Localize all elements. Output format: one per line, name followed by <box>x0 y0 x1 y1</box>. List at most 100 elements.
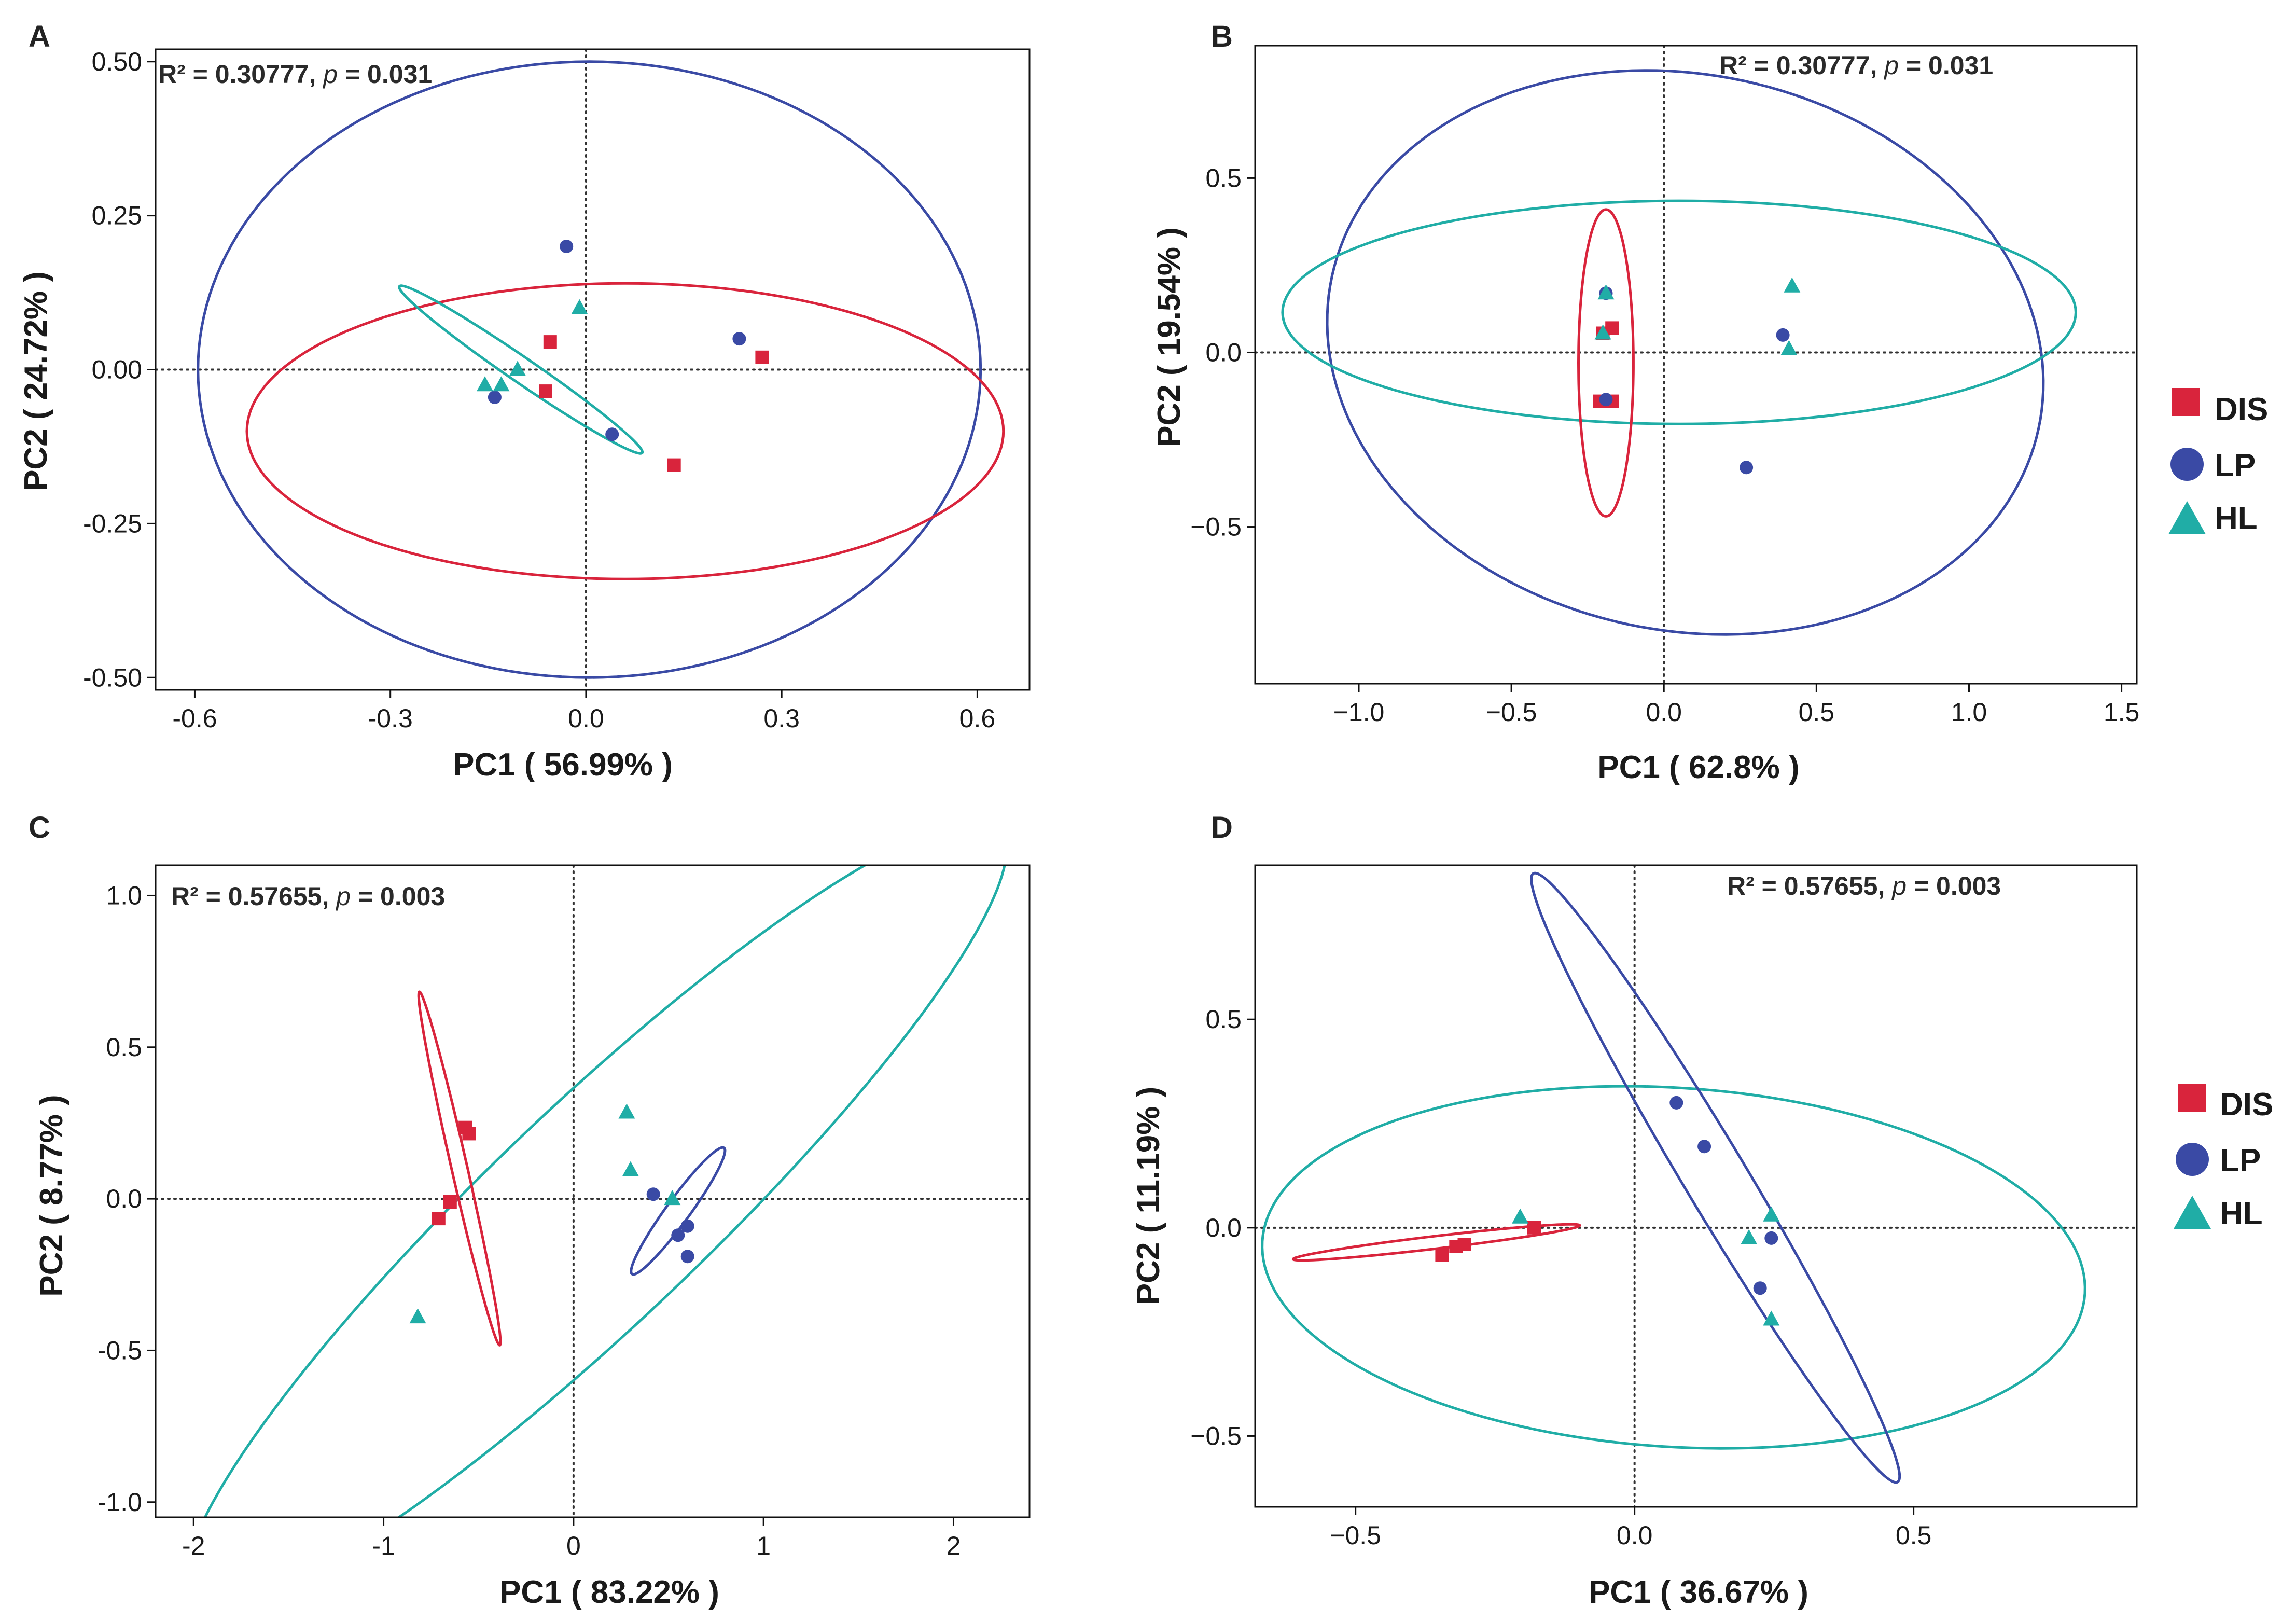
point-hl-1 <box>1512 1208 1529 1224</box>
legend-lp-label: LP <box>2215 448 2256 483</box>
point-hl-4 <box>409 1308 426 1324</box>
x-tick-label: 0.0 <box>568 704 604 733</box>
y-tick-label: −0.5 <box>1190 1421 1242 1450</box>
point-hl-4 <box>1763 1310 1780 1326</box>
point-dis-1 <box>1435 1248 1449 1262</box>
point-hl-3 <box>493 376 510 392</box>
ellipse-lp <box>1326 69 2045 636</box>
y-tick-label: -1.0 <box>98 1488 142 1517</box>
point-hl-4 <box>477 376 493 392</box>
point-lp-3 <box>671 1228 685 1242</box>
x-tick-label: 0.0 <box>1646 698 1682 727</box>
legend-lp-label: LP <box>2220 1143 2261 1179</box>
x-tick-label: 1.5 <box>2104 698 2140 727</box>
plot-frame <box>1254 864 2138 1508</box>
x-tick-label: −1.0 <box>1333 698 1385 727</box>
point-dis-4 <box>432 1212 446 1226</box>
point-lp-4 <box>1753 1281 1767 1295</box>
point-lp-1 <box>560 240 574 253</box>
plot-area <box>156 49 1029 690</box>
legend-hl-label: HL <box>2215 501 2258 536</box>
y-tick-label: 0.5 <box>106 1033 142 1062</box>
legend-dis-marker <box>2172 388 2200 416</box>
x-tick-label: 1.0 <box>1951 698 1987 727</box>
panel-b-x-label: PC1 ( 62.8% ) <box>1597 750 1799 785</box>
point-lp-2 <box>1697 1140 1711 1154</box>
point-hl-2 <box>622 1161 639 1176</box>
panel-b: B −1.0 −0.5 0.0 0.5 1.0 1.5 −0.5 0.0 0.5 R² = 0.… <box>1151 20 2139 785</box>
panel-a-ticks: -0.6 -0.3 0.0 0.3 0.6 -0.50 -0.25 0.00 0.25 0.50 <box>83 47 995 733</box>
x-tick-label: 2 <box>947 1531 961 1560</box>
panel-b-letter: B <box>1211 20 1233 53</box>
point-dis-2 <box>462 1127 476 1141</box>
panel-a: A -0.6 -0.3 0.0 0.3 0.6 -0.50 -0.25 0.00 0.25 0.5… <box>18 20 1031 783</box>
y-tick-label: 0.00 <box>92 355 142 384</box>
x-tick-label: -0.3 <box>368 704 413 733</box>
point-lp-1 <box>1669 1096 1683 1110</box>
panel-b-plot <box>1254 45 2138 685</box>
panel-d-ticks: −0.5 0.0 0.5 −0.5 0.0 0.5 <box>1190 1005 1931 1550</box>
ellipse-hl <box>1281 199 2077 425</box>
ellipse-dis <box>245 282 1005 580</box>
x-tick-label: -0.6 <box>172 704 217 733</box>
point-dis-2 <box>1605 321 1619 335</box>
panel-a-plot <box>155 48 1031 691</box>
ellipse-lp <box>630 1146 727 1276</box>
point-hl-3 <box>1763 1206 1780 1222</box>
ellipse-dis <box>1291 1223 1581 1262</box>
point-lp-3 <box>605 427 619 441</box>
ellipse-lp <box>197 60 982 679</box>
x-tick-label: 1 <box>756 1531 771 1560</box>
point-hl-2 <box>1741 1229 1758 1244</box>
point-hl-3 <box>1784 277 1801 293</box>
panel-b-y-label: PC2 ( 19.54% ) <box>1151 227 1187 447</box>
y-tick-label: 0.25 <box>92 201 142 230</box>
y-tick-label: 1.0 <box>106 881 142 910</box>
y-tick-label: 0.50 <box>92 47 142 76</box>
point-dis-3 <box>667 458 681 472</box>
plot-area <box>156 865 1029 1517</box>
point-lp-3 <box>1764 1231 1778 1245</box>
panel-d-letter: D <box>1211 811 1233 844</box>
legend-hl-marker <box>2174 1196 2211 1229</box>
panel-a-x-label: PC1 ( 56.99% ) <box>453 747 673 783</box>
plot-frame <box>155 864 1031 1518</box>
point-dis-1 <box>543 335 557 349</box>
point-lp-2 <box>732 332 746 346</box>
point-hl-4 <box>1780 340 1798 355</box>
panel-d-y-label: PC2 ( 11.19% ) <box>1131 1087 1166 1305</box>
point-dis-3 <box>443 1195 457 1209</box>
panel-a-stat: R² = 0.30777, p = 0.031 <box>158 60 432 89</box>
legend-dis-marker <box>2178 1084 2206 1112</box>
point-hl-1 <box>1597 284 1615 300</box>
x-tick-label: 0 <box>566 1531 581 1560</box>
x-tick-label: -1 <box>372 1531 395 1560</box>
legend-top: DIS LP HL <box>2168 388 2268 536</box>
plot-frame <box>1254 45 2138 685</box>
panel-d-x-label: PC1 ( 36.67% ) <box>1589 1574 1808 1610</box>
x-tick-label: −0.5 <box>1330 1521 1381 1550</box>
point-hl-2 <box>1594 324 1611 340</box>
panel-d: D −0.5 0.0 0.5 −0.5 0.0 0.5 R² = 0.57655, p =… <box>1131 811 2138 1610</box>
x-tick-label: 0.6 <box>959 704 996 733</box>
ellipse-hl <box>1261 1085 2086 1450</box>
point-lp-2 <box>680 1219 694 1233</box>
panel-c-x-label: PC1 ( 83.22% ) <box>499 1574 719 1610</box>
y-tick-label: -0.25 <box>83 509 142 538</box>
point-lp-4 <box>1740 461 1754 475</box>
panel-b-ticks: −1.0 −0.5 0.0 0.5 1.0 1.5 −0.5 0.0 0.5 <box>1190 163 2139 727</box>
panel-d-stat: R² = 0.57655, p = 0.003 <box>1727 871 2001 900</box>
x-tick-label: 0.0 <box>1617 1521 1653 1550</box>
panel-a-letter: A <box>29 20 50 53</box>
point-dis-2 <box>539 384 552 398</box>
point-lp-4 <box>680 1250 694 1264</box>
panel-c-ticks: -2 -1 0 1 2 -1.0 -0.5 0.0 0.5 1.0 <box>98 881 961 1560</box>
plot-area <box>1255 46 2137 684</box>
x-tick-label: 0.5 <box>1896 1521 1932 1550</box>
panel-c-stat: R² = 0.57655, p = 0.003 <box>171 882 445 911</box>
legend-lp-marker <box>2170 448 2204 481</box>
point-hl-1 <box>618 1103 635 1119</box>
legend-bottom: DIS LP HL <box>2174 1084 2273 1231</box>
ellipse-dis <box>1577 208 1635 518</box>
x-tick-label: -2 <box>182 1531 205 1560</box>
